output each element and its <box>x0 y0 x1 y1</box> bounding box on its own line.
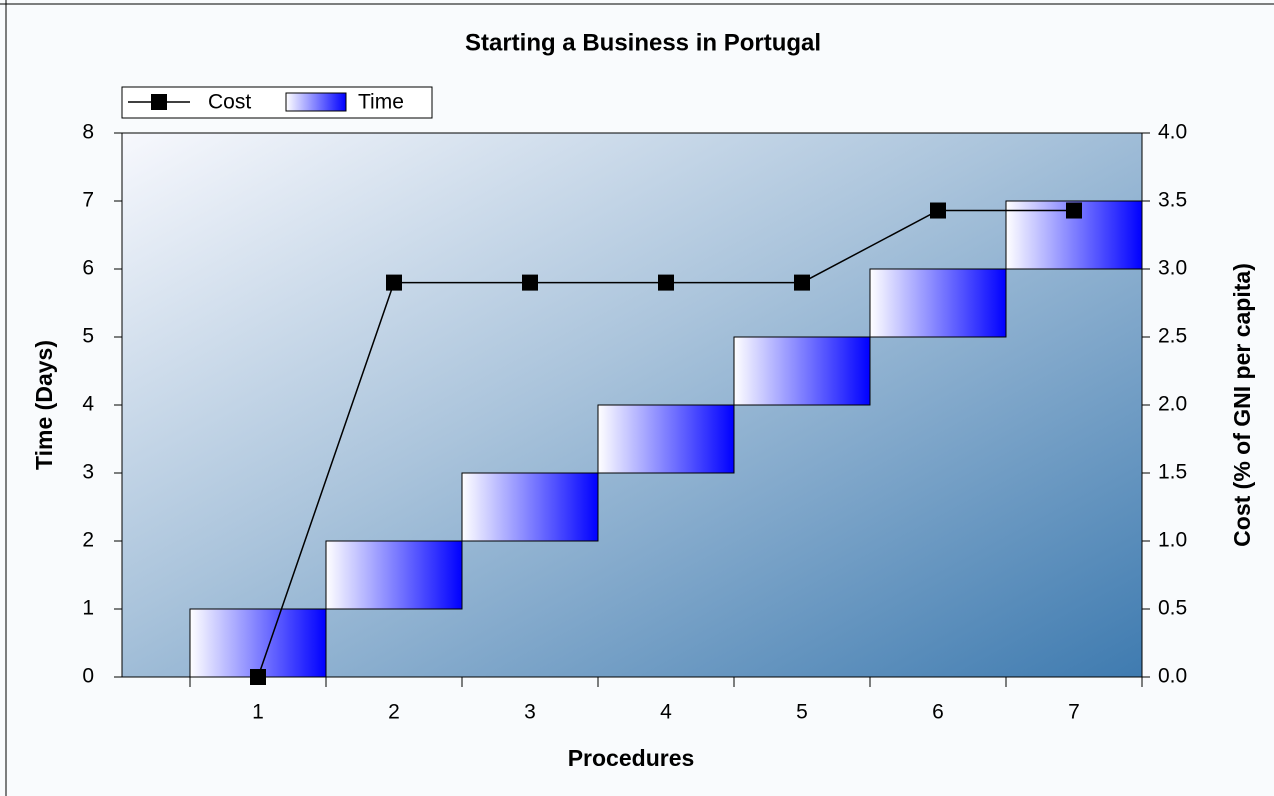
y2-tick-label: 1.5 <box>1158 461 1187 484</box>
legend-marker <box>151 94 167 110</box>
cost-marker <box>386 274 402 291</box>
y-tick-label: 0 <box>82 665 94 688</box>
y-tick-label: 1 <box>82 597 94 620</box>
y-tick-label: 2 <box>82 529 94 552</box>
y-axis-title: Time (Days) <box>31 340 57 470</box>
chart-title: Starting a Business in Portugal <box>465 29 821 56</box>
cost-marker <box>930 202 946 219</box>
y2-axis-title: Cost (% of GNI per capita) <box>1229 263 1255 547</box>
cost-marker <box>250 669 266 685</box>
x-axis-title: Procedures <box>568 745 695 771</box>
x-tick-label: 7 <box>1068 701 1080 724</box>
y-tick-label: 5 <box>82 325 94 348</box>
y2-tick-label: 0.5 <box>1158 597 1187 620</box>
legend-label: Time <box>358 91 404 114</box>
x-tick-label: 2 <box>388 701 400 724</box>
bar <box>733 336 871 406</box>
y-tick-label: 6 <box>82 257 94 280</box>
x-tick-label: 6 <box>932 701 944 724</box>
legend-label: Cost <box>208 91 251 114</box>
y2-tick-label: 2.5 <box>1158 325 1187 348</box>
y-tick-label: 3 <box>82 461 94 484</box>
bar <box>461 472 599 542</box>
x-tick-label: 4 <box>660 701 672 724</box>
bar <box>325 540 463 610</box>
y2-tick-label: 0.0 <box>1158 665 1187 688</box>
y2-tick-label: 3.5 <box>1158 189 1187 212</box>
y-tick-label: 4 <box>82 393 94 416</box>
y2-tick-label: 4.0 <box>1158 121 1187 144</box>
legend-swatch <box>285 92 347 112</box>
y2-tick-label: 1.0 <box>1158 529 1187 552</box>
y-tick-label: 7 <box>82 189 94 212</box>
x-tick-label: 3 <box>524 701 536 724</box>
cost-marker <box>794 274 810 291</box>
bar <box>597 404 735 474</box>
y2-tick-label: 3.0 <box>1158 257 1187 280</box>
y-tick-label: 8 <box>82 121 94 144</box>
y2-tick-label: 2.0 <box>1158 393 1187 416</box>
cost-marker <box>1066 202 1082 219</box>
cost-marker <box>522 274 538 291</box>
cost-marker <box>658 274 674 291</box>
bar <box>869 268 1007 338</box>
bar <box>189 608 327 678</box>
x-tick-label: 1 <box>252 701 264 724</box>
x-tick-label: 5 <box>796 701 808 724</box>
